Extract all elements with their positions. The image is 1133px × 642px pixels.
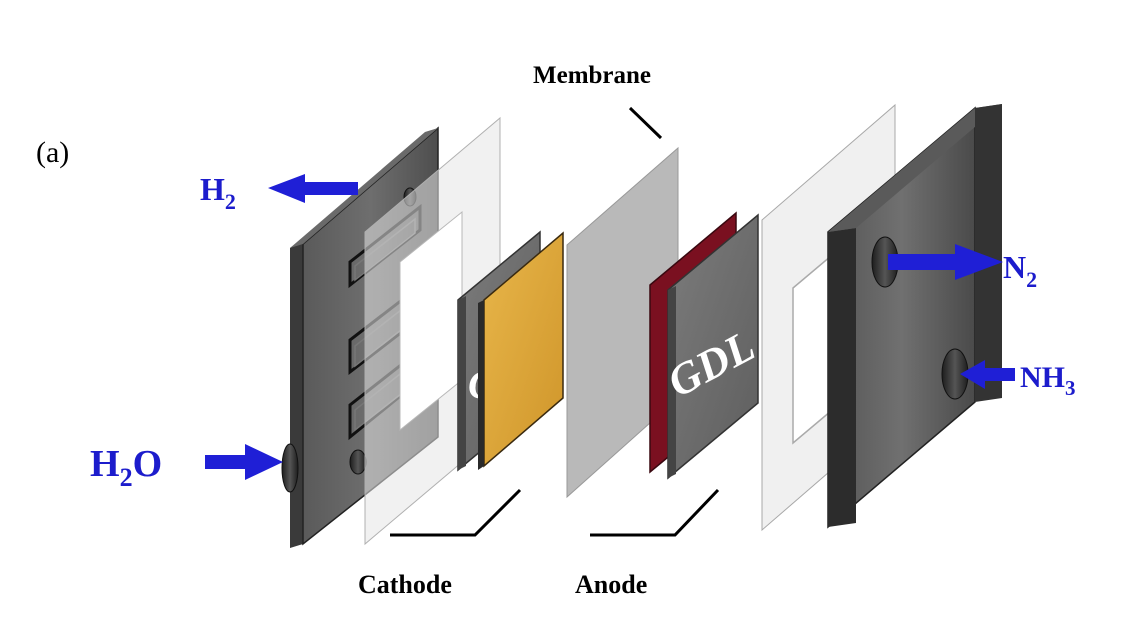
water-inlet-arrow <box>205 444 283 480</box>
anode-gdl: GDL <box>660 213 763 480</box>
water-label: H2O <box>90 443 162 492</box>
hydrogen-label: H2 <box>200 171 236 214</box>
anode-bracket <box>590 488 720 537</box>
cathode-bracket <box>390 488 522 537</box>
ammonia-label: NH3 <box>1020 361 1076 400</box>
anode-label: Anode <box>575 570 647 599</box>
cathode-catalyst-layer <box>478 231 564 470</box>
nitrogen-outlet-arrow <box>888 244 1003 280</box>
panel-label: (a) <box>36 136 69 169</box>
anode-end-plate <box>827 104 1002 529</box>
hydrogen-outlet-arrow <box>268 174 358 203</box>
ammonia-inlet-arrow <box>960 360 1015 389</box>
water-inlet-port <box>281 443 299 493</box>
membrane-leader-line <box>628 106 663 140</box>
nitrogen-label: N2 <box>1003 249 1037 292</box>
membrane-label: Membrane <box>533 62 651 89</box>
cathode-label: Cathode <box>358 570 452 599</box>
